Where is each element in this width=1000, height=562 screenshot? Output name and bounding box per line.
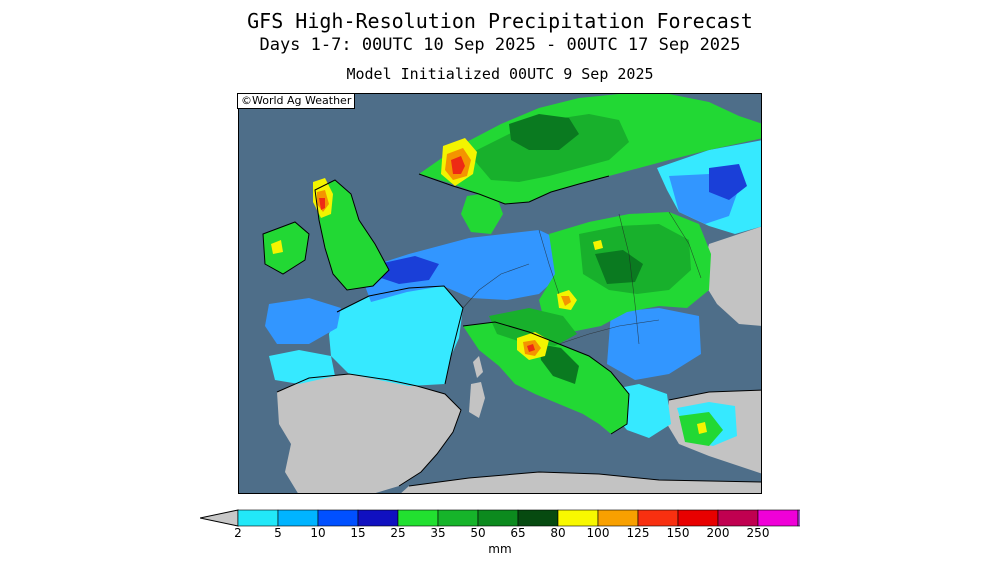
model-init-time: Model Initialized 00UTC 9 Sep 2025 xyxy=(346,65,654,83)
forecast-period: Days 1-7: 00UTC 10 Sep 2025 - 00UTC 17 S… xyxy=(259,35,741,55)
colorbar-tick-label: 100 xyxy=(586,526,610,540)
border-france-germany xyxy=(462,263,530,309)
colorbar-tick-label: 65 xyxy=(510,526,526,540)
border-central-east xyxy=(618,213,640,345)
map-title: GFS High-Resolution Precipitation Foreca… xyxy=(247,9,753,33)
poland-heavy-spot xyxy=(593,240,603,250)
precipitation-map xyxy=(238,93,762,494)
sardinia-land xyxy=(469,382,485,418)
colorbar-tick-label: 5 xyxy=(274,526,282,540)
colorbar-segment xyxy=(517,509,559,527)
coastline-turkey xyxy=(668,389,761,401)
norway-extreme-core xyxy=(451,156,465,174)
colorbar-under-arrow xyxy=(199,509,239,527)
colorbar-segment xyxy=(237,509,279,527)
iberia-land xyxy=(277,374,461,493)
balkans-moderate-rain xyxy=(607,308,701,380)
coastline-uk xyxy=(314,179,390,291)
uk-rain xyxy=(315,180,389,290)
colorbar-segment xyxy=(317,509,359,527)
colorbar-segment xyxy=(677,509,719,527)
colorbar-segment xyxy=(437,509,479,527)
colorbar-segment xyxy=(357,509,399,527)
aegean-heavy-spot xyxy=(697,422,707,434)
scotland-extreme-core xyxy=(319,198,325,210)
slovenia-extreme-core xyxy=(527,344,535,352)
border-germany-poland xyxy=(538,229,560,295)
biscay-moderate-rain xyxy=(265,298,341,344)
atlantic-light-rain xyxy=(269,350,335,384)
colorbar-segment xyxy=(797,509,839,527)
eastern-europe-land xyxy=(701,226,761,326)
ireland-rain xyxy=(263,222,309,274)
country-borders xyxy=(462,211,702,345)
corsica-land xyxy=(473,356,483,378)
colorbar xyxy=(199,509,877,527)
map-credit: ©World Ag Weather xyxy=(237,93,356,109)
coastline-scandinavia xyxy=(418,173,610,205)
colorbar-segment xyxy=(717,509,759,527)
precipitation-legend: 2 5 10 15 25 35 50 65 80 100 125 150 200 250 mm xyxy=(199,508,877,558)
colorbar-segment xyxy=(557,509,599,527)
colorbar-tick-label: 80 xyxy=(550,526,566,540)
coastline-iberia xyxy=(276,373,462,487)
coastline-north-africa xyxy=(408,471,761,487)
west-europe-moderate-rain xyxy=(359,230,569,302)
map-svg xyxy=(239,94,761,493)
colorbar-tick-label: 250 xyxy=(746,526,770,540)
colorbar-tick-label: 10 xyxy=(310,526,326,540)
channel-heavy-rain xyxy=(379,256,439,284)
carpathian-heavy-green xyxy=(595,250,643,284)
colorbar-tick-label: 50 xyxy=(470,526,486,540)
colorbar-segment xyxy=(277,509,319,527)
colorbar-segment xyxy=(477,509,519,527)
colorbar-segment xyxy=(397,509,439,527)
colorbar-tick-label: 2 xyxy=(234,526,242,540)
colorbar-tick-label: 25 xyxy=(390,526,406,540)
coastline-ireland xyxy=(262,221,310,275)
colorbar-tick-label: 200 xyxy=(706,526,730,540)
colorbar-segment xyxy=(637,509,679,527)
colorbar-tick-label: 125 xyxy=(626,526,650,540)
dinaric-heavy-green xyxy=(539,344,579,384)
italy-balkans-rain xyxy=(463,322,629,434)
colorbar-tick-label: 150 xyxy=(666,526,690,540)
ireland-heavy-spot xyxy=(271,240,283,254)
colorbar-unit: mm xyxy=(488,542,512,556)
coastlines xyxy=(262,173,761,487)
denmark-rain xyxy=(461,192,503,234)
border-baltic xyxy=(668,211,702,279)
czech-extreme-core xyxy=(561,296,571,306)
coastline-west-europe xyxy=(336,285,464,385)
france-light-rain xyxy=(329,286,463,386)
alps-moderate-green xyxy=(489,308,577,346)
colorbar-segment xyxy=(757,509,799,527)
coastline-italy xyxy=(462,321,630,435)
colorbar-tick-label: 15 xyxy=(350,526,366,540)
border-balkans xyxy=(558,319,660,345)
belarus-heavy-rain xyxy=(709,164,747,200)
colorbar-tick-label: 35 xyxy=(430,526,446,540)
north-africa-land xyxy=(401,472,761,493)
finland-heavy-green xyxy=(509,114,579,150)
colorbar-segment xyxy=(597,509,639,527)
